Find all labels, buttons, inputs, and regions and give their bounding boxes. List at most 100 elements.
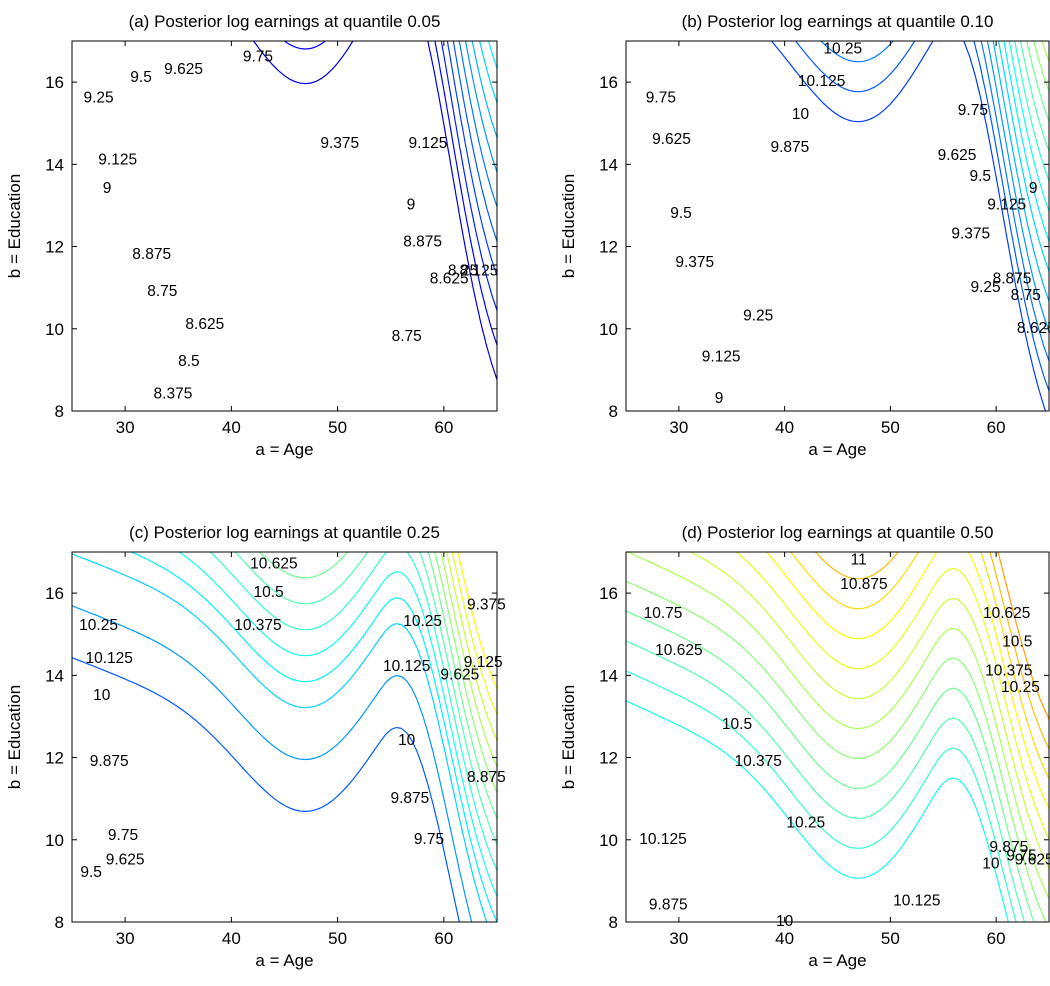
contour-label: 9.625: [164, 61, 203, 78]
contour-label: 9.875: [771, 139, 810, 156]
axes-frame: [71, 40, 498, 412]
contour-label: 10.375: [985, 662, 1032, 679]
contour-label: 9.5: [130, 69, 152, 86]
contour-label: 9.125: [702, 349, 741, 366]
axes-frame: [71, 551, 498, 923]
contour-label: 9.75: [243, 49, 273, 66]
panel-title: (b) Posterior log earnings at quantile 0…: [682, 12, 994, 31]
contour-panel-4: (d) Posterior log earnings at quantile 0…: [559, 523, 1050, 970]
contour-label: 9.75: [108, 827, 138, 844]
y-axis-label: b = Education: [559, 174, 578, 278]
axes-frame: [625, 551, 1050, 923]
y-tick-label: 14: [45, 666, 64, 685]
panel-title: (a) Posterior log earnings at quantile 0…: [129, 12, 441, 31]
contour-line-9.125: [72, 605, 473, 922]
contour-line-10.125: [626, 580, 1047, 922]
y-tick-label: 8: [55, 402, 64, 421]
contour-label: 9.375: [675, 254, 714, 271]
contour-label: 10: [982, 856, 1000, 873]
contour-label: 10.625: [983, 605, 1030, 622]
contour-line-10.25: [1041, 41, 1049, 62]
y-tick-label: 10: [599, 320, 618, 339]
x-tick-label: 60: [434, 929, 453, 948]
contour-line-9.5: [487, 41, 497, 69]
contour-label: 8.75: [1011, 287, 1041, 304]
contour-label: 8.75: [392, 328, 422, 345]
contour-label: 10.375: [234, 617, 281, 634]
y-tick-label: 8: [609, 402, 618, 421]
contour-lines: [253, 41, 497, 380]
y-tick-label: 16: [45, 73, 64, 92]
contour-label: 11: [851, 551, 867, 568]
contour-line-8.875: [72, 657, 460, 922]
y-tick-label: 14: [599, 155, 618, 174]
contour-label: 10: [792, 106, 810, 123]
contour-label: 9.875: [989, 839, 1028, 856]
contour-line-9.25: [471, 41, 497, 138]
contour-label: 9.875: [649, 897, 688, 914]
y-tick-label: 14: [599, 666, 618, 685]
contour-line-9: [458, 41, 497, 207]
y-tick-label: 16: [45, 584, 64, 603]
contour-label: 9.75: [1006, 847, 1036, 864]
contour-line-10: [626, 610, 1035, 922]
x-tick-label: 30: [669, 929, 688, 948]
contour-label: 8.875: [993, 271, 1032, 288]
contour-label: 8.375: [154, 386, 193, 403]
contour-line-10.75: [790, 552, 1049, 780]
panel-title: (c) Posterior log earnings at quantile 0…: [129, 523, 440, 542]
x-tick-label: 40: [222, 929, 241, 948]
contour-line-9.375: [479, 41, 497, 104]
contour-line-9.375: [72, 553, 488, 922]
contour-label: 9: [407, 197, 416, 214]
contour-label: 9: [1029, 180, 1038, 197]
contour-label: 8.625: [430, 271, 469, 288]
contour-label: 9.375: [467, 597, 506, 614]
x-tick-label: 60: [987, 418, 1006, 437]
contour-lines: [771, 41, 1049, 411]
contour-label: 9.625: [938, 147, 977, 164]
contour-lines: [626, 552, 1049, 922]
y-tick-label: 12: [599, 749, 618, 768]
contour-label: 9.375: [320, 135, 359, 152]
contour-line-8.875: [452, 41, 497, 242]
contour-line-9.625: [626, 700, 1009, 922]
contour-line-8.375: [253, 41, 497, 380]
contour-label: 9.125: [987, 197, 1026, 214]
y-tick-label: 8: [55, 913, 64, 932]
contour-label: 10.25: [786, 814, 825, 831]
contour-label: 10: [93, 687, 111, 704]
x-tick-label: 50: [328, 929, 347, 948]
contour-label: 8.875: [132, 246, 171, 263]
contour-label: 8.625: [1017, 320, 1050, 337]
contour-label: 8.75: [147, 283, 177, 300]
x-tick-label: 60: [434, 418, 453, 437]
contour-label: 8.625: [185, 316, 224, 333]
contour-line-10.375: [446, 552, 497, 741]
x-tick-label: 40: [775, 418, 794, 437]
contour-label: 9.5: [80, 864, 102, 881]
contour-label: 10.75: [644, 605, 683, 622]
contour-label: 9.5: [969, 168, 991, 185]
y-tick-label: 10: [45, 831, 64, 850]
contour-label: 10.25: [403, 613, 442, 630]
contour-label: 9.125: [464, 654, 503, 671]
y-tick-label: 14: [45, 155, 64, 174]
contour-label: 9.75: [646, 90, 676, 107]
contour-line-10.5: [735, 552, 1049, 840]
contour-lines: [72, 552, 497, 922]
x-axis-label: a = Age: [808, 440, 866, 459]
y-tick-label: 12: [45, 238, 64, 257]
contour-line-9.75: [209, 552, 497, 871]
contour-line-8.5: [283, 41, 497, 346]
x-axis-label: a = Age: [255, 951, 313, 970]
y-tick-label: 12: [599, 238, 618, 257]
x-axis-label: a = Age: [808, 951, 866, 970]
x-tick-label: 40: [775, 929, 794, 948]
contour-label: 9.125: [409, 135, 448, 152]
contour-label: 10.625: [250, 555, 297, 572]
contour-label: 9.875: [90, 753, 129, 770]
contour-label: 10.5: [253, 584, 283, 601]
contour-label: 9.25: [83, 90, 113, 107]
